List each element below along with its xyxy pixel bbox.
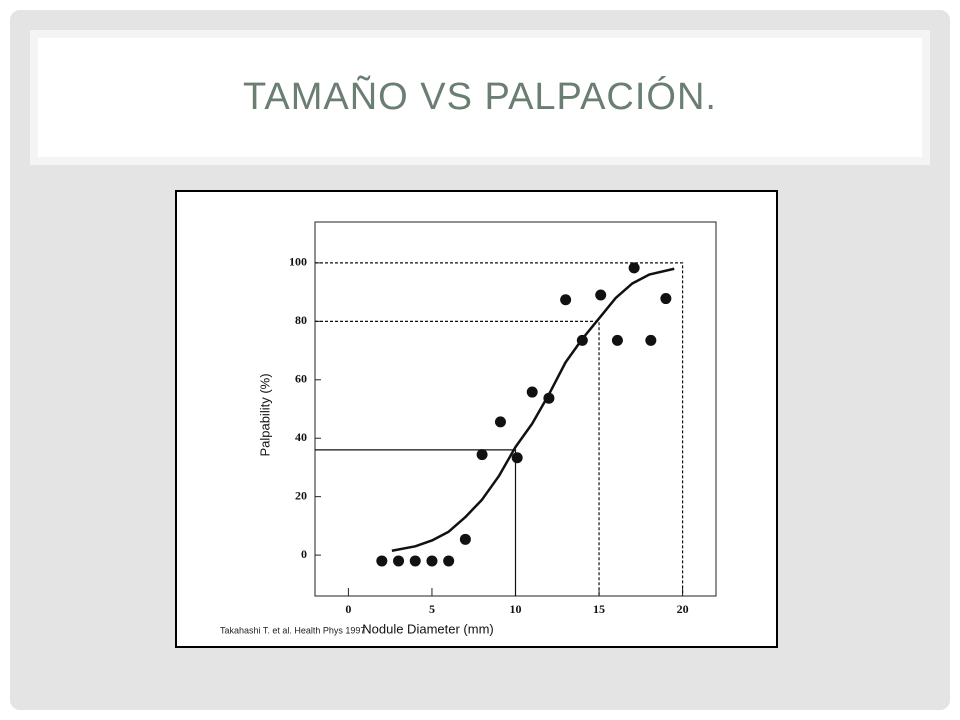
reference-line — [315, 262, 684, 596]
data-point — [543, 392, 555, 404]
data-point — [426, 555, 438, 567]
y-tick-label: 40 — [295, 430, 307, 444]
x-tick-label: 5 — [429, 602, 435, 616]
data-point — [576, 334, 588, 346]
chart-frame — [175, 190, 778, 648]
x-tick-label: 15 — [593, 602, 605, 616]
data-point — [443, 555, 455, 567]
y-tick-label: 80 — [295, 313, 307, 327]
data-point — [645, 334, 657, 346]
y-tick-label: 0 — [301, 547, 307, 561]
source-note: Takahashi T. et al. Health Phys 1997 — [220, 625, 365, 635]
x-tick-label: 20 — [677, 602, 689, 616]
data-point — [660, 293, 672, 305]
title-band: TAMAÑO VS PALPACIÓN. — [30, 30, 930, 165]
data-point — [376, 555, 388, 567]
y-tick-label: 100 — [289, 255, 307, 269]
data-point — [476, 449, 488, 461]
y-tick-label: 20 — [295, 488, 307, 502]
data-point — [628, 262, 640, 274]
data-point — [494, 416, 506, 428]
data-point — [526, 386, 538, 398]
data-point — [393, 555, 405, 567]
fit-curve — [391, 267, 675, 552]
reference-line — [315, 449, 517, 596]
y-tick-label: 60 — [295, 372, 307, 386]
data-point — [611, 334, 623, 346]
data-point — [595, 289, 607, 301]
data-point — [409, 555, 421, 567]
x-tick-label: 0 — [345, 602, 351, 616]
slide-title: TAMAÑO VS PALPACIÓN. — [243, 76, 717, 118]
y-axis-label: Palpability (%) — [257, 373, 272, 456]
title-box: TAMAÑO VS PALPACIÓN. — [38, 38, 922, 157]
reference-line — [315, 320, 600, 596]
data-point — [511, 452, 523, 464]
x-axis-label: Nodule Diameter (mm) — [362, 621, 493, 636]
x-tick-label: 10 — [510, 602, 522, 616]
data-point — [560, 294, 572, 306]
data-point — [459, 533, 471, 545]
